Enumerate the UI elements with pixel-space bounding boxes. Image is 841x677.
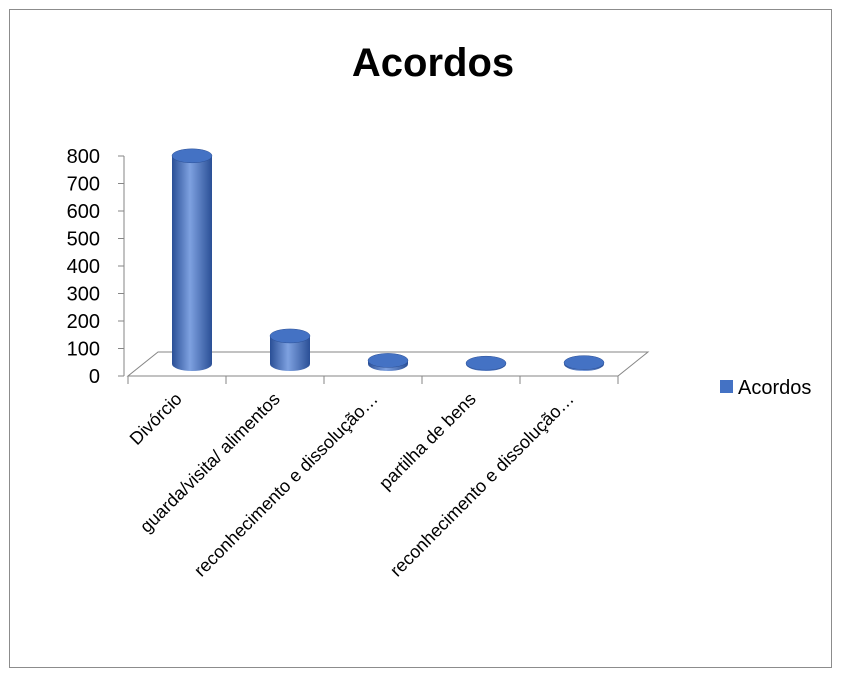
- legend-label: Acordos: [738, 377, 811, 399]
- axes: [118, 155, 650, 384]
- bar-top: [367, 353, 409, 368]
- chart-title: Acordos: [352, 41, 514, 85]
- y-tick-label: 100: [67, 339, 100, 361]
- y-tick-label: 500: [67, 229, 100, 251]
- bar: [563, 355, 605, 371]
- y-tick-labels: 0 100 200 300 400 500 600 700 800: [67, 146, 100, 388]
- bar: [465, 355, 507, 371]
- x-tick-label: partilha de bens: [375, 389, 480, 494]
- bar: [171, 148, 213, 371]
- bar-body: [270, 335, 310, 371]
- y-tick-label: 700: [67, 174, 100, 196]
- chart-frame: [9, 9, 832, 668]
- floor-plane: [126, 351, 650, 377]
- y-tick-label: 400: [67, 256, 100, 278]
- y-tick-label: 200: [67, 311, 100, 333]
- y-tick-label: 800: [67, 146, 100, 168]
- bars: [171, 148, 605, 371]
- bar-body: [172, 155, 212, 371]
- bar-top: [465, 355, 507, 371]
- bar: [269, 328, 311, 371]
- bar-top: [563, 355, 605, 370]
- bar-top: [171, 148, 213, 164]
- legend: Acordos: [720, 377, 811, 399]
- y-tick-label: 600: [67, 201, 100, 223]
- x-tick-label: reconhecimento e dissolução…: [190, 389, 382, 581]
- x-tick-label: reconhecimento e dissolução…: [386, 389, 578, 581]
- legend-swatch: [720, 380, 733, 393]
- bar-top: [269, 328, 311, 344]
- x-tick-label: Divórcio: [126, 389, 186, 449]
- bar: [367, 353, 409, 371]
- y-tick-label: 300: [67, 284, 100, 306]
- y-tick-label: 0: [89, 366, 100, 388]
